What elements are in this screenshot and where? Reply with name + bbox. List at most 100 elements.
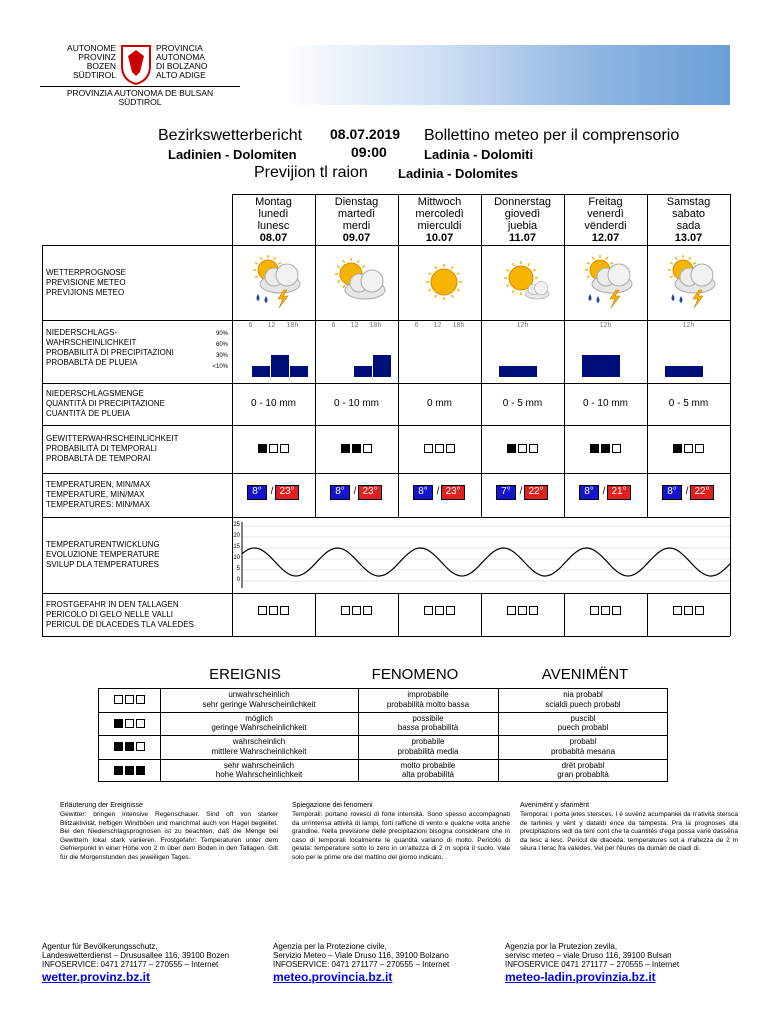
square [529,606,538,615]
legend-text: puech probabl [557,723,609,732]
day-date: 11.07 [509,232,536,244]
temp-axis: 5 [236,566,240,572]
row-label: FROSTGEFAHR IN DEN TALLAGEN [46,599,179,609]
table-col [398,593,399,636]
table-row [42,383,730,384]
title-time: 09:00 [351,144,387,160]
hour-label: 12h [599,322,612,329]
weather-symbol [585,255,633,309]
footer-line: servisc meteo – viale Druso 116, 39100 B… [505,951,672,960]
day-de: Dienstag [334,196,379,208]
precip-amount: 0 mm [427,398,452,409]
temp-min: 8° [247,485,267,500]
square [673,444,682,453]
legend-text: possibile [412,713,444,723]
day-lad: lunesc [257,220,290,232]
row-label: TEMPERATURES: MIN/MAX [46,500,150,509]
weather-icon [321,250,393,314]
logo-it: DI BOLZANO [156,61,208,71]
table-row [42,473,730,474]
day-it: giovedì [504,208,541,220]
temp-max: 21° [607,485,631,500]
square [341,444,350,453]
weather-icon [653,250,725,314]
footer-link[interactable]: meteo-ladin.provinzia.bz.it [505,970,656,984]
precip-amount: 0 - 10 mm [582,398,628,409]
square [424,444,433,453]
title-lad: Previjion tl raion [254,164,368,181]
frost-squares [232,606,315,615]
square [113,765,123,775]
thunder-squares [564,444,647,453]
legend-col [498,688,499,782]
prob-scale: 90% [215,331,228,337]
temp-max: 23° [358,485,382,500]
hour-label: 18h [286,322,299,329]
temp-axis: 20 [233,533,240,539]
footer-link[interactable]: wetter.provinz.bz.it [42,970,151,984]
legend-text: wahrscheinlich [232,737,286,746]
logo-de: SÜDTIROL [73,70,116,80]
table-col [315,194,316,517]
row-label: GEWITTERWAHRSCHEINLICHKEIT [46,434,179,443]
row-label: PERICUL DE DLACEDES TLA VALEDES [46,619,194,629]
temp-axis: 10 [233,555,240,561]
table-row [42,320,730,321]
legend-text: hohe Wahrscheinlichkeit [215,770,303,779]
explanation-text: Temporai: i porta jetes stersces. I é su… [520,811,738,853]
title-it: Bollettino meteo per il comprensorio [424,127,680,144]
legend-text: improbabile [407,690,449,699]
day-lad: sada [676,220,701,232]
square [280,444,289,453]
logo-lad: SÜDTIROL [118,97,162,107]
square [529,444,538,453]
table-row [42,245,730,246]
footer-line: Agenzia per la Protezione civile, [273,942,387,951]
legend-squares [98,718,160,728]
square [590,444,599,453]
thunder-squares [232,444,315,453]
row-label: TEMPERATURENTWICKLUNG [46,540,160,549]
weather-symbol [426,264,462,300]
day-date: 13.07 [674,232,703,244]
legend-text: scialdi puech probabl [545,699,621,709]
row-label: WETTERPROGNOSE [46,267,127,277]
precip-bar [271,355,289,377]
curve [241,522,731,588]
row-label: PERICOLO DI GELO NELLE VALLI [46,609,174,619]
precip-bar [252,366,270,377]
temp-max: 22° [690,485,714,500]
legend-row [98,735,668,736]
footer-line: Agenzia por la Prutezion zevila, [505,942,618,951]
legend-text: nia probabl [563,690,603,699]
precip-amount: 0 - 5 mm [668,398,709,409]
day-date: 12.07 [591,232,620,244]
table-col [42,245,43,636]
square [124,765,134,775]
temp-sep: / [353,486,357,497]
day-de: Mittwoch [417,196,462,208]
table-col [481,194,482,517]
temp-max: 23° [275,485,299,500]
title-it-sub: Ladinia - Dolomiti [424,147,534,162]
square [695,444,704,453]
row-label: PROBABLTÀ DE PLUEIA [46,358,138,367]
logo-lad: PROVINZIA AUTONOMA DE BULSAN [66,88,214,98]
legend-heading: FENOMENO [371,666,459,683]
weather-symbol [335,258,386,300]
explanation-title: Spiegazione dei fenomeni [292,802,373,809]
temp-sep: / [519,486,523,497]
day-lad: merdi [342,220,371,232]
legend-text: molto probabile [400,760,456,770]
square [113,695,123,704]
table-col [398,194,399,517]
legend-row [98,711,668,713]
day-it: sabato [671,208,706,220]
prob-scale: 60% [215,342,228,348]
legend-text: puscibl [570,713,596,723]
footer-line: Servizio Meteo – Viale Druso 116, 39100 … [273,951,449,960]
hour-label: 6 [414,322,419,329]
day-lad: mierculdi [417,220,462,232]
footer-link[interactable]: meteo.provincia.bz.it [273,970,393,984]
